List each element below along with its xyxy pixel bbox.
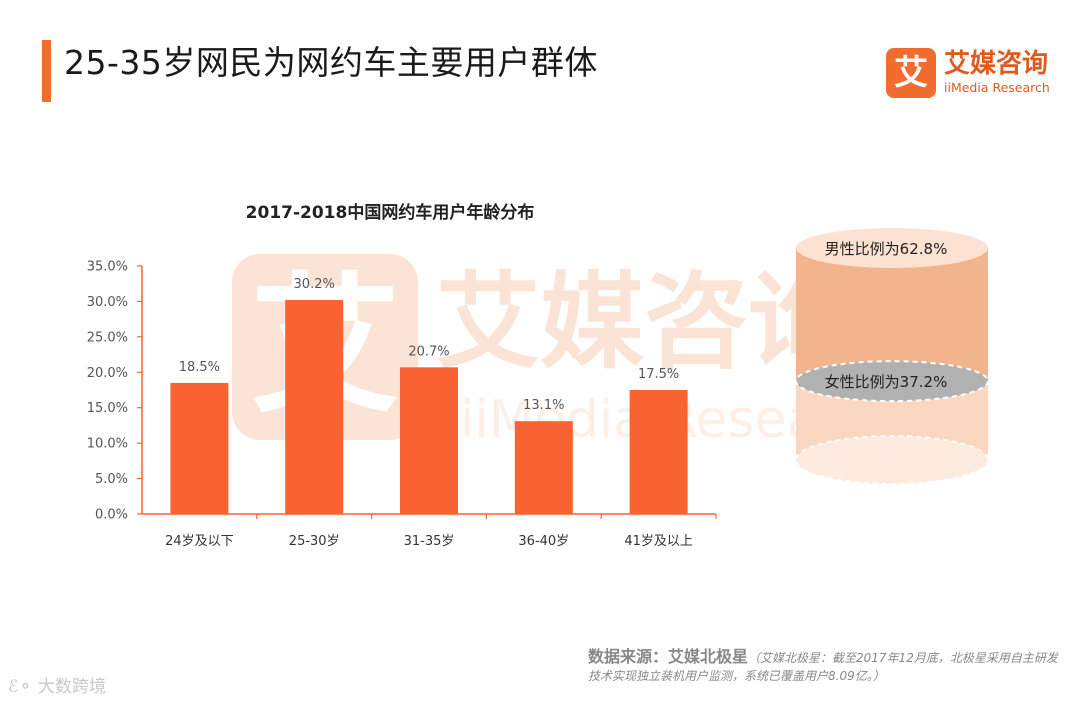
male-ratio-label: 男性比例为62.8% — [824, 240, 948, 258]
x-category-label: 24岁及以下 — [165, 534, 234, 549]
title-accent-bar — [42, 40, 51, 102]
cylinder-bottom — [795, 435, 989, 485]
y-tick-label: 35.0% — [87, 260, 128, 275]
x-category-label: 31-35岁 — [404, 534, 455, 549]
y-tick-label: 20.0% — [87, 366, 128, 381]
footer-watermark-icon: ℰ⚬ — [8, 677, 33, 697]
y-tick-label: 25.0% — [87, 330, 128, 345]
source-note: （艾媒北极星：截至2017年12月底，北极星采用自主研发技术实现独立装机用户监测… — [588, 651, 1058, 683]
y-tick-label: 0.0% — [95, 508, 128, 523]
source-label: 数据来源：艾媒北极星 — [588, 647, 749, 666]
bar — [400, 367, 458, 514]
brand-logo: 艾 艾媒咨询 iiMedia Research — [886, 48, 1061, 100]
bar — [170, 382, 229, 514]
y-tick-label: 30.0% — [87, 295, 128, 310]
bar — [629, 390, 688, 514]
bar-value-label: 30.2% — [294, 277, 335, 292]
x-category-label: 25-30岁 — [289, 534, 340, 549]
footer-watermark-text: 大数跨境 — [37, 677, 106, 697]
footer-watermark: ℰ⚬ 大数跨境 — [8, 672, 106, 697]
bar-value-label: 20.7% — [408, 344, 449, 359]
bar-value-label: 13.1% — [523, 398, 564, 413]
logo-icon: 艾 — [886, 48, 936, 98]
y-tick-label: 10.0% — [87, 437, 128, 452]
cylinder-top — [796, 228, 988, 268]
page-title: 25-35岁网民为网约车主要用户群体 — [64, 43, 598, 82]
x-category-label: 41岁及以上 — [624, 534, 693, 549]
female-divider-ellipse — [795, 360, 989, 403]
female-ratio-label: 女性比例为37.2% — [824, 373, 948, 391]
chart-title: 2017-2018中国网约车用户年龄分布 — [245, 203, 535, 223]
x-category-label: 36-40岁 — [518, 534, 569, 549]
logo-chinese-name: 艾媒咨询 — [944, 49, 1049, 79]
bar — [285, 300, 344, 514]
y-tick-label: 5.0% — [95, 472, 128, 487]
bar-value-label: 17.5% — [638, 367, 679, 382]
bar-value-label: 18.5% — [179, 360, 220, 375]
y-tick-label: 15.0% — [87, 401, 128, 416]
logo-english-name: iiMedia Research — [944, 80, 1050, 95]
watermark-chinese-text: 艾媒咨询 — [436, 262, 796, 382]
bar — [514, 421, 573, 514]
data-source: 数据来源：艾媒北极星（艾媒北极星：截至2017年12月底，北极星采用自主研发技术… — [588, 648, 1058, 685]
